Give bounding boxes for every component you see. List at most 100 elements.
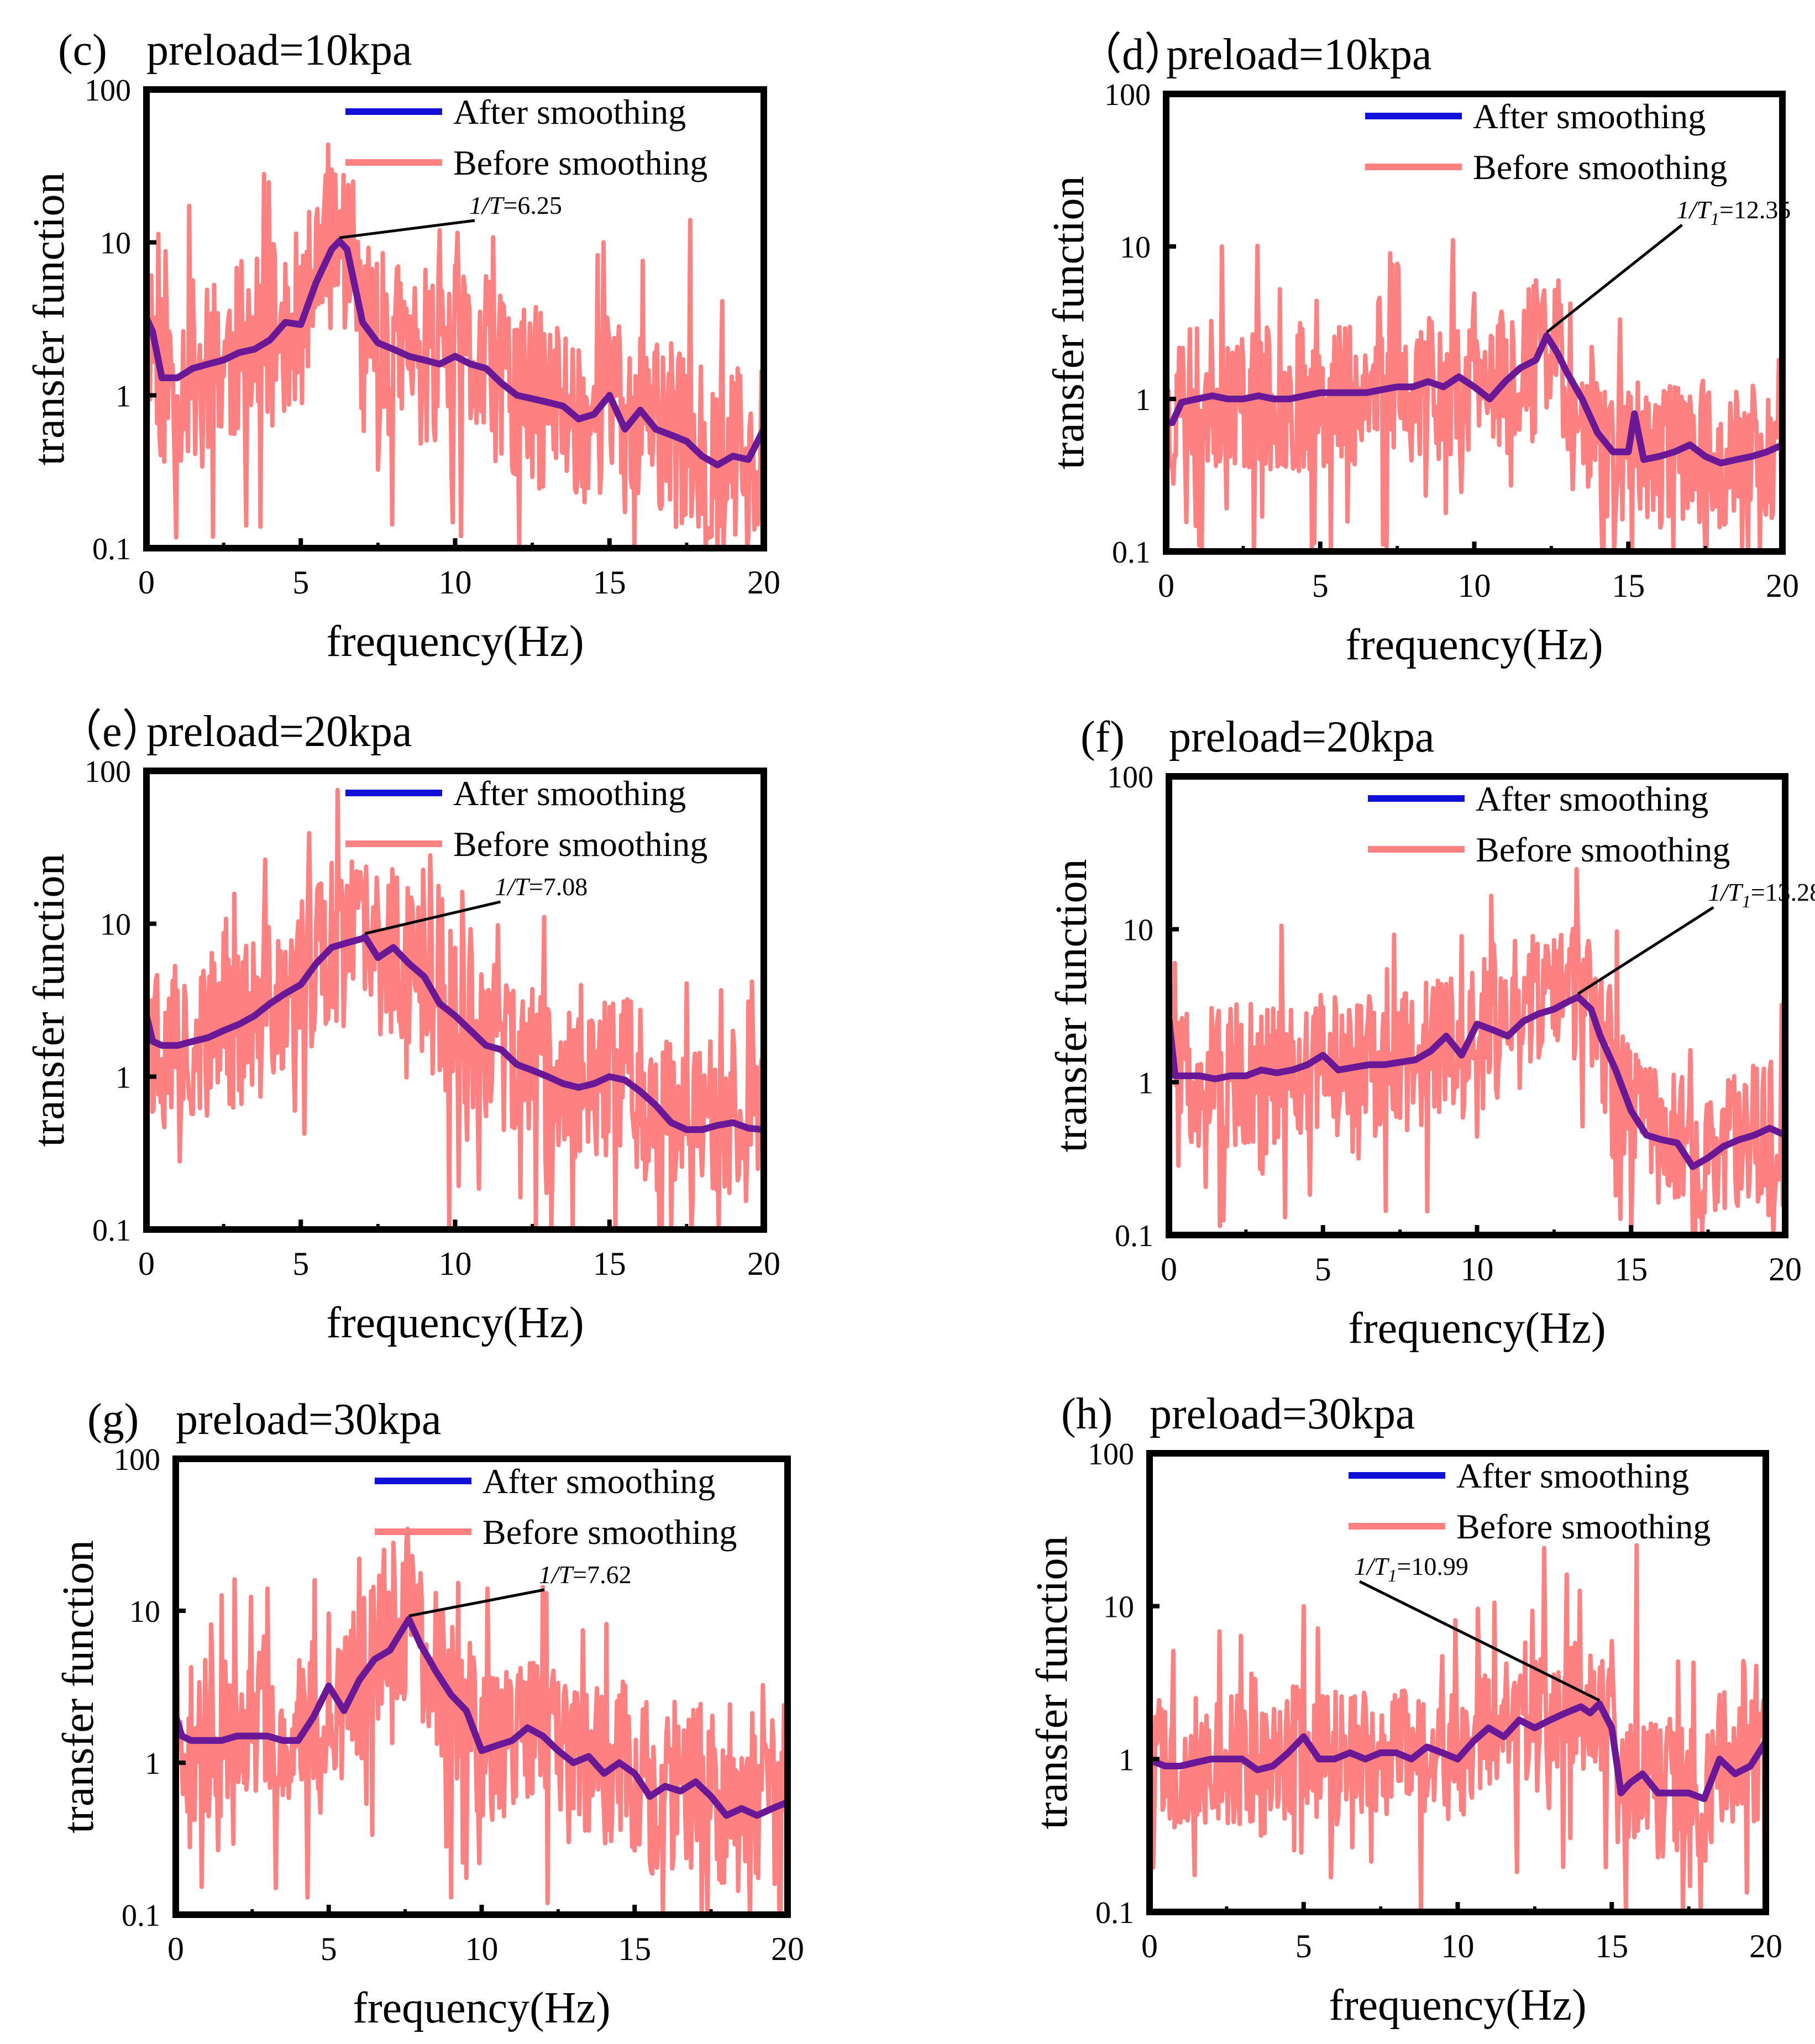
legend-label-after: After smoothing [453, 774, 686, 813]
annotation-main: 1/T [495, 873, 531, 901]
x-tick-label: 5 [292, 1246, 309, 1282]
x-axis-label: frequency(Hz) [1329, 1981, 1586, 2030]
x-tick-label: 5 [321, 1931, 337, 1967]
x-tick-label: 20 [1769, 1251, 1802, 1288]
annotation-text: 1/T1=12.35 [1677, 196, 1791, 229]
panel-label: （d） [1078, 30, 1188, 79]
x-tick-label: 15 [1595, 1928, 1628, 1964]
legend-label-after: After smoothing [1456, 1456, 1689, 1495]
after-smoothing-overlay [146, 933, 764, 1133]
y-tick-label: 10 [129, 1595, 160, 1629]
x-tick-label: 0 [1141, 1928, 1158, 1964]
x-tick-label: 20 [1749, 1928, 1782, 1964]
x-axis-label: frequency(Hz) [1345, 621, 1603, 669]
x-axis-label: frequency(Hz) [326, 617, 584, 666]
x-tick-label: 15 [618, 1931, 651, 1967]
annotation-main: 1/T [539, 1560, 575, 1589]
annotation-main: 1/T [1708, 878, 1744, 906]
x-tick-label: 10 [465, 1931, 499, 1967]
x-tick-label: 10 [439, 564, 472, 601]
y-axis-label: transfer function [1045, 176, 1093, 470]
annotation-value: =10.99 [1397, 1552, 1468, 1580]
chart-e: 0 5 10 15 20 0.1 1 10 100 frequency(Hz) transfer f… [25, 707, 780, 1347]
y-tick-label: 1 [145, 1747, 160, 1781]
y-tick-label: 1 [1119, 1743, 1134, 1777]
annotation-sub: 1 [1742, 891, 1751, 911]
y-tick-label: 0.1 [122, 1899, 160, 1933]
y-tick-label: 100 [85, 73, 131, 108]
y-tick-label: 10 [1120, 230, 1151, 265]
annotation-leader [339, 219, 475, 239]
x-axis-label: frequency(Hz) [326, 1299, 584, 1347]
legend-label-before: Before smoothing [1456, 1507, 1711, 1546]
before-smoothing-series [146, 142, 764, 548]
y-tick-label: 100 [114, 1443, 160, 1477]
panel-label: (h) [1061, 1390, 1113, 1438]
chart-title: preload=30kpa [1150, 1390, 1415, 1438]
x-tick-label: 15 [593, 1246, 626, 1282]
x-tick-label: 15 [593, 564, 626, 601]
panel-label: （e） [58, 707, 166, 756]
y-tick-label: 100 [85, 755, 131, 789]
y-tick-label: 10 [100, 227, 131, 261]
y-tick-label: 0.1 [1115, 1219, 1153, 1253]
annotation-text: 1/T=7.62 [539, 1560, 632, 1589]
x-tick-label: 0 [138, 1246, 155, 1282]
x-tick-label: 10 [1441, 1928, 1475, 1964]
y-axis-label: transfer function [54, 1540, 103, 1833]
x-tick-label: 5 [1312, 568, 1329, 604]
panel-label: (f) [1080, 713, 1125, 761]
y-tick-label: 1 [116, 379, 131, 413]
annotation-text: 1/T=6.25 [469, 191, 562, 219]
annotation-leader [364, 900, 501, 935]
y-tick-label: 1 [116, 1060, 131, 1095]
x-tick-label: 0 [138, 564, 155, 601]
legend-label-before: Before smoothing [1473, 148, 1727, 187]
legend-label-before: Before smoothing [482, 1512, 737, 1552]
legend-label-after: After smoothing [1476, 779, 1708, 818]
annotation-value: =13.28 [1751, 878, 1815, 906]
legend-label-after: After smoothing [453, 92, 686, 132]
annotation-value: =7.62 [573, 1560, 631, 1589]
chart-title: preload=30kpa [176, 1395, 442, 1444]
legend-label-before: Before smoothing [1476, 830, 1730, 869]
annotation-value: =12.35 [1719, 196, 1791, 224]
y-tick-label: 10 [1122, 913, 1153, 948]
panel-label: (c) [58, 26, 107, 75]
x-tick-label: 20 [1766, 568, 1799, 604]
chart-title: preload=20kpa [1169, 713, 1435, 761]
y-tick-label: 1 [1138, 1066, 1153, 1100]
x-tick-label: 0 [167, 1931, 184, 1967]
before-smoothing-series [1169, 867, 1785, 1235]
after-smoothing-overlay [146, 238, 764, 469]
before-smoothing-series [146, 787, 764, 1229]
x-tick-label: 15 [1614, 1251, 1648, 1288]
annotation-main: 1/T [469, 191, 505, 219]
annotation-main: 1/T [1677, 196, 1713, 224]
annotation-main: 1/T [1354, 1552, 1390, 1580]
y-tick-label: 100 [1107, 760, 1153, 795]
chart-f: 0 5 10 15 20 0.1 1 10 100 frequency(Hz) transfer f… [1047, 713, 1815, 1353]
x-tick-label: 5 [292, 564, 309, 601]
y-tick-label: 0.1 [1112, 535, 1151, 570]
y-tick-label: 0.1 [92, 1213, 131, 1248]
annotation-leader [408, 1588, 545, 1617]
y-tick-label: 0.1 [92, 532, 131, 566]
x-tick-label: 10 [439, 1246, 472, 1282]
x-axis-label: frequency(Hz) [353, 1984, 610, 2032]
chart-title: preload=10kpa [146, 26, 412, 75]
before-smoothing-series [176, 1526, 788, 1915]
annotation-text: 1/T=7.08 [495, 873, 587, 901]
x-axis-label: frequency(Hz) [1348, 1304, 1606, 1353]
y-tick-label: 100 [1104, 78, 1151, 112]
x-tick-label: 0 [1158, 568, 1174, 604]
y-axis-label: transfer function [1028, 1536, 1077, 1830]
after-smoothing-overlay [1166, 332, 1782, 466]
after-smoothing-overlay [176, 1616, 788, 1819]
annotation-sub: 1 [1388, 1565, 1397, 1585]
legend-label-before: Before smoothing [453, 143, 707, 182]
y-axis-label: transfer function [25, 172, 74, 466]
y-axis-label: transfer function [25, 854, 74, 1147]
legend-label-after: After smoothing [482, 1462, 715, 1501]
after-smoothing-overlay [1150, 1700, 1766, 1803]
